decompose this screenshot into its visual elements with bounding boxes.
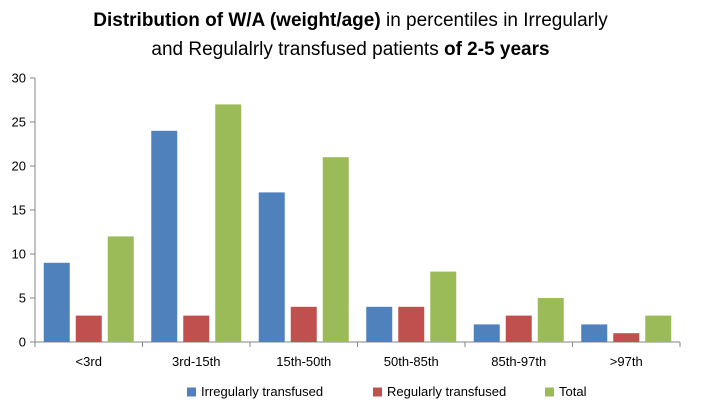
x-tick-label: 3rd-15th	[172, 354, 220, 369]
bar-regularly-transfused	[398, 306, 425, 342]
bar-total	[430, 271, 457, 342]
bar-regularly-transfused	[183, 315, 210, 342]
x-tick-label: 85th-97th	[491, 354, 546, 369]
chart-title-line-1: Distribution of W/A (weight/age) in perc…	[0, 6, 701, 35]
bar-irregularly-transfused	[43, 262, 70, 342]
bar-regularly-transfused	[505, 315, 532, 342]
bar-irregularly-transfused	[473, 324, 500, 342]
chart-title-part: and Regulalrly transfused patients	[151, 39, 444, 60]
legend-label: Total	[559, 384, 587, 399]
bar-irregularly-transfused	[366, 306, 393, 342]
legend-label: Irregularly transfused	[201, 384, 323, 399]
x-tick-label: 15th-50th	[276, 354, 331, 369]
y-tick-label: 20	[12, 159, 26, 174]
y-tick-label: 0	[19, 335, 26, 350]
legend-swatch	[545, 387, 554, 397]
chart-title-part: Distribution of W/A (weight/age)	[93, 10, 381, 31]
bar-total	[537, 298, 564, 342]
x-tick-label: <3rd	[76, 354, 102, 369]
bar-irregularly-transfused	[581, 324, 608, 342]
legend-label: Regularly transfused	[387, 384, 506, 399]
chart-title-line-2: and Regulalrly transfused patients of 2-…	[0, 35, 701, 64]
y-tick-label: 10	[12, 247, 26, 262]
bar-total	[215, 104, 242, 343]
x-tick-label: >97th	[610, 354, 643, 369]
bar-irregularly-transfused	[258, 192, 285, 342]
chart-title-part: in percentiles in Irregularly	[380, 10, 608, 31]
legend-swatch	[373, 387, 382, 397]
y-tick-label: 25	[12, 115, 26, 130]
bar-regularly-transfused	[290, 306, 317, 342]
bar-irregularly-transfused	[151, 130, 178, 342]
bar-total	[107, 236, 134, 342]
chart-title: Distribution of W/A (weight/age) in perc…	[0, 6, 701, 64]
x-tick-label: 50th-85th	[384, 354, 439, 369]
y-tick-label: 5	[19, 291, 26, 306]
bar-total	[322, 157, 349, 342]
legend-swatch	[187, 387, 196, 397]
bar-regularly-transfused	[613, 333, 640, 342]
y-tick-label: 30	[12, 71, 26, 86]
bar-regularly-transfused	[75, 315, 102, 342]
chart-title-part: of 2-5 years	[443, 39, 550, 60]
y-tick-label: 15	[12, 203, 26, 218]
bar-total	[645, 315, 672, 342]
